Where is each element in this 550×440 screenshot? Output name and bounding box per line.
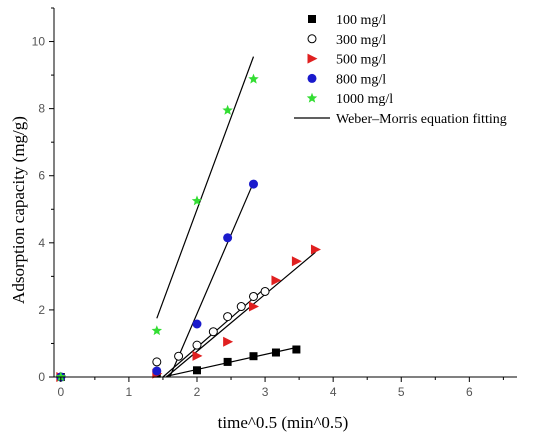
legend-label-4: 800 mg/l — [336, 72, 386, 87]
data-point-series-5 — [248, 73, 259, 84]
data-point-series-3 — [192, 350, 203, 361]
fit-lines — [156, 56, 316, 378]
data-point-series-1 — [292, 345, 301, 354]
data-point-series-2 — [260, 286, 270, 296]
legend-symbol-3 — [307, 53, 318, 64]
y-tick-label: 2 — [38, 303, 45, 317]
x-tick-label: 3 — [262, 385, 269, 399]
data-point-series-3 — [310, 244, 321, 255]
data-point-series-3 — [291, 256, 302, 267]
y-tick-label: 8 — [38, 102, 45, 116]
y-tick-label: 0 — [38, 370, 45, 384]
x-tick-label: 2 — [194, 385, 201, 399]
y-tick-label: 6 — [38, 169, 45, 183]
legend-symbol-1 — [308, 15, 316, 23]
data-point-series-5 — [55, 371, 67, 382]
data-point-series-3 — [223, 336, 234, 347]
fit-line-series-4 — [169, 182, 255, 378]
data-point-series-2 — [236, 302, 246, 312]
legend-label-5: 1000 mg/l — [336, 92, 393, 107]
data-point-series-4 — [192, 319, 202, 329]
legend-symbol-4 — [307, 73, 317, 83]
data-point-series-4 — [152, 366, 162, 376]
data-point-series-4 — [248, 179, 258, 189]
legend: 100 mg/l 300 mg/l 500 mg/l 800 mg/l 1000 mg/… — [294, 13, 507, 127]
data-point-series-1 — [271, 348, 280, 357]
fit-line-series-5 — [156, 56, 255, 319]
data-point-series-4 — [223, 233, 233, 243]
data-point-series-1 — [223, 357, 232, 366]
legend-label-6: Weber–Morris equation fitting — [336, 112, 507, 127]
fit-line-series-3 — [165, 251, 316, 378]
data-point-series-3 — [248, 301, 259, 312]
data-point-series-2 — [208, 327, 218, 337]
x-tick-label: 1 — [126, 385, 133, 399]
y-tick-label: 10 — [32, 35, 46, 49]
legend-label-3: 500 mg/l — [336, 53, 386, 68]
legend-symbol-5 — [306, 92, 318, 103]
legend-label-1: 100 mg/l — [336, 13, 386, 28]
data-point-series-2 — [174, 351, 184, 361]
axes: 0 1 2 3 4 5 6 0 2 4 6 8 10 — [32, 7, 517, 399]
data-point-series-5 — [191, 195, 203, 206]
x-tick-label: 6 — [466, 385, 473, 399]
x-axis-label: time^0.5 (min^0.5) — [218, 413, 349, 432]
data-point-series-2 — [248, 291, 258, 301]
y-axis-label: Adsorption capacity (mg/g) — [9, 116, 28, 304]
data-markers — [55, 73, 321, 382]
data-point-series-1 — [192, 366, 201, 375]
y-tick-label: 4 — [38, 236, 45, 250]
data-point-series-2 — [223, 312, 233, 322]
legend-symbol-2 — [307, 34, 317, 44]
x-tick-label: 4 — [330, 385, 337, 399]
x-tick-label: 0 — [57, 385, 64, 399]
data-point-series-1 — [249, 352, 258, 361]
data-point-series-5 — [151, 325, 163, 336]
legend-label-2: 300 mg/l — [336, 33, 386, 48]
data-point-series-2 — [192, 340, 202, 350]
x-tick-label: 5 — [398, 385, 405, 399]
data-point-series-5 — [222, 104, 233, 115]
data-point-series-2 — [152, 357, 162, 367]
data-point-series-3 — [271, 275, 282, 286]
